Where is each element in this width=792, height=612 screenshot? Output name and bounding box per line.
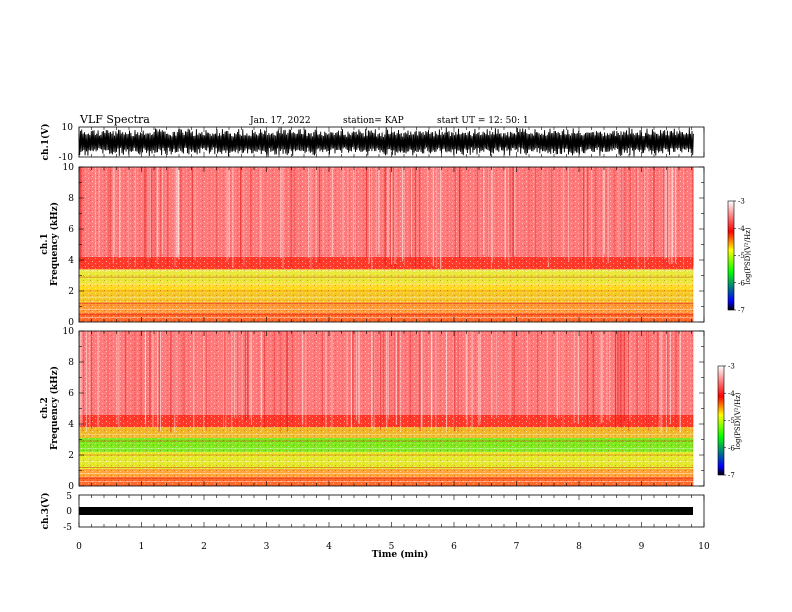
- ch1-spectrogram-yticks: 0 2 4 6 8 10: [63, 163, 704, 328]
- x-tick-label: 3: [264, 542, 270, 552]
- colorbar-tick-label: -4: [728, 390, 735, 398]
- ch1-waveform-xticks: [78, 127, 705, 157]
- ch2-spectrogram-ylabel-2: Frequency (kHz): [49, 366, 60, 450]
- x-tick-label: 4: [326, 542, 332, 552]
- x-tick-label: 9: [639, 542, 645, 552]
- spectrogram-noise: [79, 331, 694, 486]
- y-tick-label: 2: [68, 287, 74, 297]
- ch1-waveform-line: [78, 127, 694, 157]
- x-tick-label: 5: [389, 542, 395, 552]
- y-tick-label: 4: [68, 420, 74, 430]
- ch2-spectrogram-ylabel-1: ch.2: [40, 397, 50, 418]
- ch2-spectrogram-yticks: 0 2 4 6 8 10: [63, 327, 704, 492]
- x-tick-label: 7: [514, 542, 520, 552]
- ch1-waveform-trace: [78, 127, 694, 157]
- y-tick-label: 2: [68, 451, 74, 461]
- figure-start-time: start UT = 12: 50: 1: [437, 116, 529, 126]
- x-tick-label: 10: [698, 542, 710, 552]
- x-tick-label: 8: [576, 542, 582, 552]
- ch3-ytick-bottom: -5: [63, 523, 72, 533]
- ch1-colorbar: -3 -4 -5 -6 -7 log(PSD)(V²/Hz): [727, 198, 752, 315]
- ch1-ytick-top: 10: [62, 123, 74, 133]
- colorbar-tick-label: -3: [728, 363, 735, 371]
- ch1-colorbar-gradient: [727, 200, 735, 311]
- spectrogram-noise: [79, 167, 694, 322]
- ch1-spectrogram-image: [79, 167, 694, 322]
- y-tick-label: 6: [68, 389, 74, 399]
- ch3-waveform-trace: [79, 507, 693, 515]
- ch1-spectrogram-xticks: [78, 167, 705, 322]
- ch1-waveform-panel: 10 -10 ch.1(V): [40, 123, 705, 163]
- y-tick-label: 8: [68, 358, 74, 368]
- ch1-colorbar-ticks: -3 -4 -5 -6 -7: [734, 198, 745, 315]
- ch3-ytick-middle: 0: [66, 507, 72, 517]
- x-tick-label: 2: [201, 542, 207, 552]
- y-tick-label: 8: [68, 194, 74, 204]
- ch3-waveform-ylabel: ch.3(V): [40, 493, 51, 530]
- ch2-colorbar: -3 -4 -5 -6 -7 log(PSD)(V²/Hz): [717, 363, 742, 480]
- colorbar-tick-label: -6: [738, 279, 745, 287]
- ch1-colorbar-label: log(PSD)(V²/Hz): [744, 227, 752, 284]
- colorbar-tick-label: -7: [738, 307, 745, 315]
- y-tick-label: 0: [68, 482, 74, 492]
- ch3-waveform-panel: 5 0 -5 ch.3(V) 0 1 2 3 4 5 6 7 8 9 10 Time (min): [40, 492, 710, 560]
- ch1-spectrogram-ylabel-1: ch.1: [40, 233, 50, 254]
- ch2-colorbar-ticks: -3 -4 -5 -6 -7: [724, 363, 735, 480]
- y-tick-label: 10: [63, 327, 75, 337]
- ch1-waveform-ylabel: ch.1(V): [40, 124, 51, 161]
- colorbar-tick-label: -5: [738, 252, 745, 260]
- colorbar-tick-label: -4: [738, 225, 745, 233]
- ch1-spectrogram-panel: 0 2 4 6 8 10 ch.1 Frequency (kHz) -3 -4 -5 -6 -7 …: [40, 163, 752, 328]
- ch2-spectrogram-xticks: [78, 331, 705, 486]
- colorbar-tick-label: -3: [738, 198, 745, 206]
- figure-title: VLF Spectra: [79, 113, 150, 126]
- ch2-spectrogram-image: [79, 331, 694, 486]
- x-axis-label: Time (min): [372, 549, 429, 560]
- ch3-waveform-xticks: 0 1 2 3 4 5 6 7 8 9 10: [76, 495, 710, 552]
- x-tick-label: 0: [76, 542, 82, 552]
- ch2-colorbar-gradient: [717, 365, 725, 476]
- ch1-ytick-bottom: -10: [59, 153, 74, 163]
- figure-station: station= KAP: [343, 116, 404, 126]
- x-tick-label: 6: [451, 542, 457, 552]
- y-tick-label: 6: [68, 225, 74, 235]
- y-tick-label: 10: [63, 163, 75, 173]
- colorbar-tick-label: -5: [728, 417, 735, 425]
- x-tick-label: 1: [139, 542, 145, 552]
- y-tick-label: 4: [68, 256, 74, 266]
- colorbar-tick-label: -7: [728, 472, 735, 480]
- ch1-spectrogram-ylabel-2: Frequency (kHz): [49, 202, 60, 286]
- ch3-ytick-top: 5: [66, 492, 72, 502]
- figure-date: Jan. 17, 2022: [249, 116, 311, 126]
- colorbar-tick-label: -6: [728, 444, 735, 452]
- y-tick-label: 0: [68, 318, 74, 328]
- ch2-spectrogram-panel: 0 2 4 6 8 10 ch.2 Frequency (kHz) -3 -4 -5 -6 -7 …: [40, 327, 742, 492]
- ch2-colorbar-label: log(PSD)(V²/Hz): [734, 392, 742, 449]
